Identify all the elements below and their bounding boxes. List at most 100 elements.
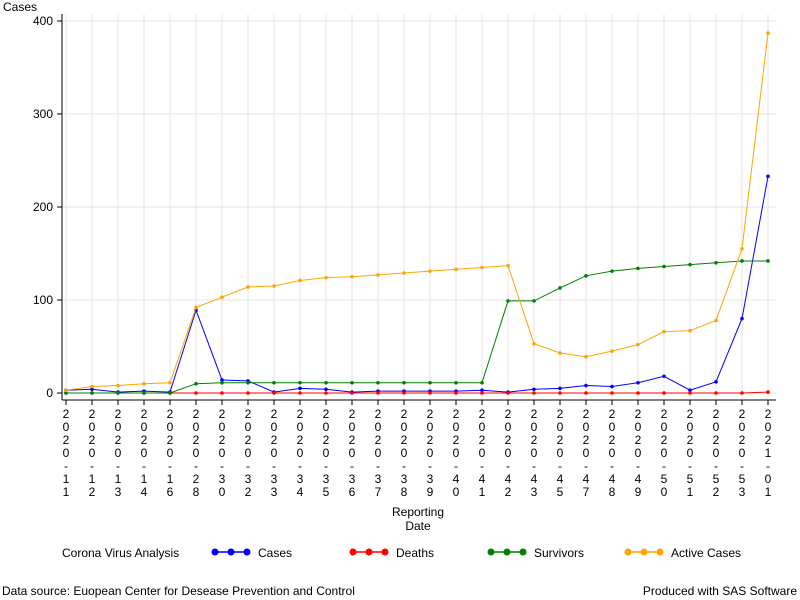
x-tick-label: 2 0 2 0 -1 6 — [167, 407, 174, 499]
data-point — [584, 383, 588, 388]
data-point — [324, 391, 328, 395]
data-point — [532, 387, 536, 392]
data-point — [766, 31, 770, 35]
data-point — [350, 274, 354, 279]
x-tick-label: 2 0 2 0 -3 4 — [297, 407, 304, 499]
data-point — [688, 328, 692, 333]
data-point — [298, 386, 302, 391]
data-point — [220, 380, 224, 385]
data-point — [662, 374, 666, 379]
data-point — [610, 349, 614, 353]
data-point — [610, 384, 614, 389]
x-tick-label: 2 0 2 0 -3 0 — [219, 407, 226, 499]
y-tick-label: 0 — [46, 386, 53, 400]
x-tick-label: 2 0 2 0 -3 2 — [245, 407, 252, 499]
legend-item-deaths: Deaths — [349, 546, 434, 560]
data-point — [142, 381, 146, 386]
data-point — [714, 391, 718, 395]
data-point — [506, 391, 510, 395]
legend-swatch-dot — [381, 548, 389, 556]
data-point — [168, 391, 172, 395]
x-tick-label: 2 0 2 0 -1 2 — [89, 407, 96, 499]
data-point — [376, 380, 380, 385]
data-point — [454, 391, 458, 395]
series-line — [66, 391, 769, 394]
x-tick-label: 2 0 2 0 -3 7 — [375, 407, 382, 499]
data-point — [298, 380, 302, 385]
data-point — [246, 391, 250, 395]
data-point — [610, 269, 614, 273]
x-tick-label: 2 0 2 0 -4 2 — [505, 407, 512, 499]
data-point — [272, 391, 276, 395]
series-lines — [64, 31, 770, 395]
legend-label: Deaths — [396, 546, 434, 560]
data-point — [246, 285, 250, 289]
legend-item-active-cases: Active Cases — [624, 546, 741, 560]
x-tick-label: 2 0 2 0 -2 8 — [193, 407, 200, 499]
data-point — [402, 391, 406, 395]
series-survivors — [64, 259, 770, 395]
producer-note: Produced with SAS Software — [642, 584, 797, 598]
x-tick-label: 2 0 2 0 -4 8 — [609, 407, 616, 499]
x-tick-label: 2 0 2 0 -1 1 — [63, 407, 70, 499]
data-point — [272, 284, 276, 288]
data-point — [324, 275, 328, 280]
data-point — [480, 388, 484, 393]
data-point — [584, 354, 588, 359]
legend-swatch-dot — [227, 548, 235, 556]
data-point — [194, 381, 198, 386]
legend-swatch-dot — [624, 548, 632, 556]
data-point — [402, 271, 406, 275]
data-point — [272, 380, 276, 385]
data-point — [64, 391, 68, 395]
series-active-cases — [64, 31, 770, 393]
x-ticks: 2 0 2 0 -1 1 2 0 2 0 -1 2 2 0 2 0 -1 3 2 0 2 0 -1 4 2 0 2 0 -1 6 2 0 2 0-… — [63, 400, 772, 499]
data-point — [116, 383, 120, 388]
data-point — [766, 259, 770, 263]
legend-swatch-dot — [211, 548, 219, 556]
data-point — [246, 380, 250, 385]
y-tick-label: 400 — [33, 14, 53, 28]
x-tick-label: 2 0 2 0 -3 5 — [323, 407, 330, 499]
data-point — [558, 286, 562, 290]
legend-label: Survivors — [534, 546, 584, 560]
data-point — [636, 380, 640, 385]
data-point — [506, 299, 510, 303]
data-point — [90, 391, 94, 395]
x-tick-label: 2 0 2 0 -1 3 — [115, 407, 122, 499]
data-point — [220, 391, 224, 395]
data-point — [428, 380, 432, 385]
legend: Corona Virus Analysis Cases Deaths Survivo… — [62, 546, 741, 560]
data-point — [662, 329, 666, 334]
y-axis-title: Cases — [3, 0, 37, 14]
legend-swatch-dot — [519, 548, 527, 556]
data-point — [480, 265, 484, 270]
legend-swatch-dot — [487, 548, 495, 556]
legend-item-cases: Cases — [211, 546, 292, 560]
data-point — [428, 269, 432, 273]
x-tick-label: 2 0 2 0 -3 6 — [349, 407, 356, 499]
data-point — [532, 391, 536, 395]
data-point — [636, 391, 640, 395]
x-tick-label: 2 0 2 0 -1 4 — [141, 407, 148, 499]
x-tick-label: 2 0 2 0 -3 8 — [401, 407, 408, 499]
data-point — [584, 391, 588, 395]
series-line — [66, 260, 768, 394]
data-point — [142, 391, 146, 395]
data-point — [220, 295, 224, 300]
data-point — [766, 390, 770, 394]
x-tick-label: 2 0 2 0 -4 1 — [479, 407, 486, 499]
data-point — [688, 388, 692, 393]
x-tick-label: 2 0 2 0 -4 9 — [635, 407, 642, 499]
data-point — [480, 380, 484, 385]
data-point — [324, 380, 328, 385]
data-point — [688, 391, 692, 395]
data-point — [662, 391, 666, 395]
x-tick-label: 2 0 2 0 -5 0 — [661, 407, 668, 499]
x-tick-label: 2 0 2 0 -4 3 — [531, 407, 538, 499]
data-point — [532, 341, 536, 346]
x-tick-label: 2 0 2 1 -0 1 — [765, 407, 772, 499]
data-source-note: Data source: Euopean Center for Desease … — [2, 584, 355, 598]
legend-swatch-dot — [640, 548, 648, 556]
data-point — [298, 278, 302, 283]
